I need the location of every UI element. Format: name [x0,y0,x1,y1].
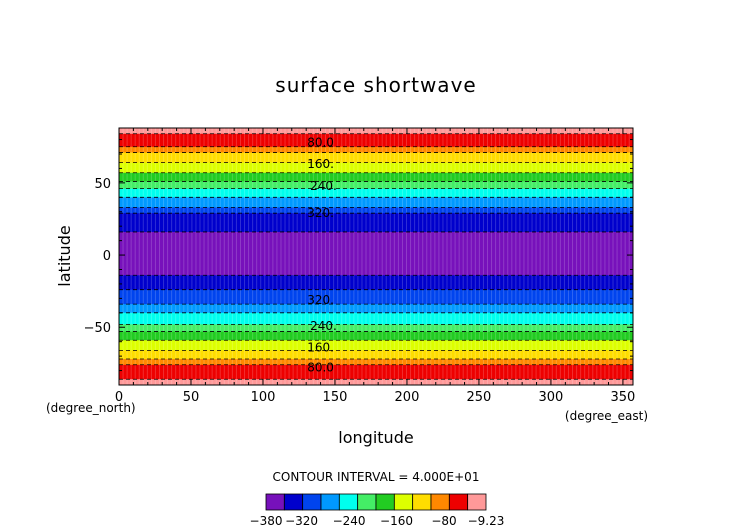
x-tick-label: 100 [251,390,276,405]
colorbar-tick-label: −380 [250,514,283,528]
colorbar-swatch [467,493,487,511]
contour-band [119,128,633,135]
chart-title: surface shortwave [275,73,476,97]
contour-band [119,213,633,233]
colorbar-swatch [338,493,359,511]
contour-band [119,340,633,351]
colorbar [265,493,487,511]
x-tick-label: 300 [539,390,564,405]
contour-band [119,231,633,276]
contour-band [119,172,633,182]
colorbar-tick-label: −240 [333,514,366,528]
contour-band [119,162,633,174]
y-axis-title: latitude [55,225,74,286]
colorbar-swatch [393,493,414,511]
contour-band [119,146,633,154]
colorbar-swatch [283,493,304,511]
y-axis-ticks: −50 0 50 [84,139,633,372]
contour-band [119,188,633,198]
colorbar-tick-label: −320 [285,514,318,528]
x-axis-ticks: 0 50 100 150 200 250 300 350 [115,128,635,405]
contour-band [119,324,633,333]
x-tick-label: 50 [183,390,200,405]
contour-labels: 80.0 160. 240. 320. 320. 240. 160. 80.0 [307,135,337,374]
y-unit-label: (degree_north) [46,401,136,415]
contour-band [119,275,633,291]
colorbar-swatch [302,493,322,511]
contour-band [119,197,633,208]
y-tick-label: 0 [103,249,111,264]
contour-band [119,359,633,366]
contour-label: 320. [307,206,334,220]
contour-label: 80.0 [307,361,334,375]
contour-label: 320. [307,293,334,307]
x-tick-label: 0 [115,390,123,405]
contour-band [119,350,633,360]
vertical-grid-lines [118,128,630,385]
plot-frame [118,127,634,386]
colorbar-swatch [375,493,395,511]
colorbar-swatch [320,493,340,511]
colorbar-swatch [448,493,469,511]
colorbar-tick-label: −80 [431,514,456,528]
contour-band [119,181,633,190]
contour-band [119,364,633,380]
colorbar-tick-labels: −380 −320 −240 −160 −80 −9.23 [250,514,505,528]
contour-label: 240. [310,179,337,193]
contour-band [119,152,633,164]
x-tick-label: 350 [611,390,636,405]
colorbar-swatch [430,493,450,511]
x-tick-label: 200 [395,390,420,405]
contour-band [119,289,633,305]
colorbar-tick-label: −160 [380,514,413,528]
colorbar-swatch [265,493,285,511]
y-tick-label: −50 [84,321,111,336]
contour-bands [119,128,633,386]
contour-band [119,379,633,386]
colorbar-tick-label: −9.23 [468,514,505,528]
colorbar-swatch [357,493,377,511]
y-tick-label: 50 [94,177,111,192]
contour-label: 160. [307,157,334,171]
x-axis-title: longitude [338,428,413,447]
contour-band [119,312,633,325]
contour-label: 240. [310,319,337,333]
contour-band [119,331,633,341]
x-tick-label: 250 [467,390,492,405]
plot-area: 80.0 160. 240. 320. 320. 240. 160. 80.0 0 50 100 1… [84,127,635,405]
contour-band [119,304,633,314]
contour-band [119,207,633,214]
x-unit-label: (degree_east) [565,409,648,423]
contour-band [119,133,633,148]
x-tick-label: 150 [323,390,348,405]
contour-label: 160. [307,340,334,354]
colorbar-swatch [412,493,432,511]
contour-interval-text: CONTOUR INTERVAL = 4.000E+01 [273,470,480,484]
contour-label: 80.0 [307,135,334,149]
contour-lines [119,133,633,380]
